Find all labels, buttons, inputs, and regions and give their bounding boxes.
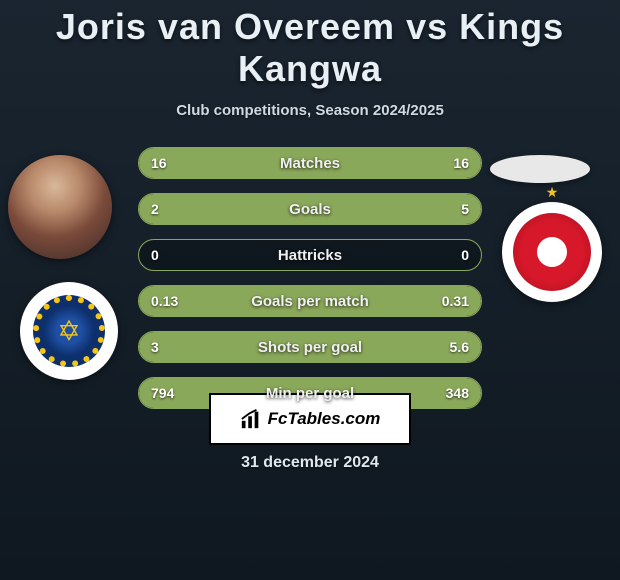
date-label: 31 december 2024	[0, 454, 620, 472]
club-right-badge: ★	[502, 202, 602, 302]
player-left-photo	[8, 155, 112, 259]
club-left-badge: ✡	[20, 282, 118, 380]
comparison-panel: ✡ ★ 1616Matches 25Goals 00Hattricks 0.130.3…	[0, 147, 620, 427]
stats-list: 1616Matches 25Goals 00Hattricks 0.130.31Goa…	[138, 147, 482, 423]
subtitle: Club competitions, Season 2024/2025	[0, 102, 620, 119]
page-title: Joris van Overeem vs Kings Kangwa	[0, 0, 620, 90]
stat-row: 0.130.31Goals per match	[138, 285, 482, 317]
stat-row: 25Goals	[138, 193, 482, 225]
stat-row: 00Hattricks	[138, 239, 482, 271]
stat-row: 35.6Shots per goal	[138, 331, 482, 363]
brand-text: FcTables.com	[268, 409, 381, 429]
stat-label: Matches	[139, 155, 481, 172]
stat-label: Goals per match	[139, 293, 481, 310]
player-right-photo	[490, 155, 590, 183]
stat-label: Goals	[139, 201, 481, 218]
chart-icon	[240, 408, 262, 430]
stat-label: Min per goal	[139, 385, 481, 402]
star-icon: ✡	[57, 315, 80, 348]
stat-label: Shots per goal	[139, 339, 481, 356]
stat-label: Hattricks	[139, 247, 481, 264]
stat-row: 1616Matches	[138, 147, 482, 179]
star-icon: ★	[546, 184, 559, 201]
